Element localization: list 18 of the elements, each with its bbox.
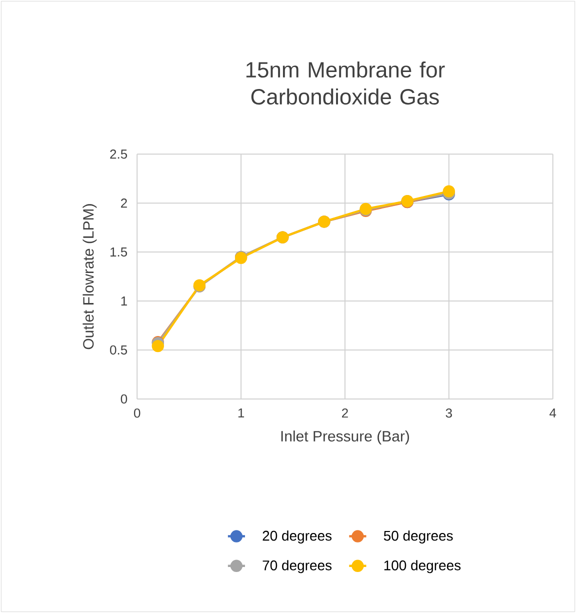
x-tick-label: 4 bbox=[550, 408, 556, 418]
y-tick-label: 0.5 bbox=[110, 345, 128, 355]
legend-label: 70 degrees bbox=[262, 560, 332, 574]
chart-title: 15nm Membrane for Carbondioxide Gas bbox=[246, 61, 445, 105]
legend-label: 20 degrees bbox=[262, 530, 332, 544]
y-tick-label: 2.5 bbox=[110, 150, 128, 159]
x-axis-title: Inlet Pressure (Bar) bbox=[281, 430, 409, 444]
x-tick-label: 2 bbox=[342, 408, 348, 418]
y-tick-label: 0 bbox=[120, 394, 128, 404]
x-tick-label: 0 bbox=[134, 408, 140, 418]
y-axis-title: Outlet Flowrate (LPM) bbox=[82, 204, 97, 350]
y-tick-label: 1.5 bbox=[110, 248, 128, 257]
legend-label: 100 degrees bbox=[384, 560, 461, 574]
y-tick-label: 2 bbox=[121, 198, 127, 208]
y-tick-label: 1 bbox=[121, 296, 127, 306]
x-tick-label: 3 bbox=[446, 408, 452, 418]
x-tick-label: 1 bbox=[238, 408, 244, 418]
legend-label: 50 degrees bbox=[384, 530, 453, 544]
